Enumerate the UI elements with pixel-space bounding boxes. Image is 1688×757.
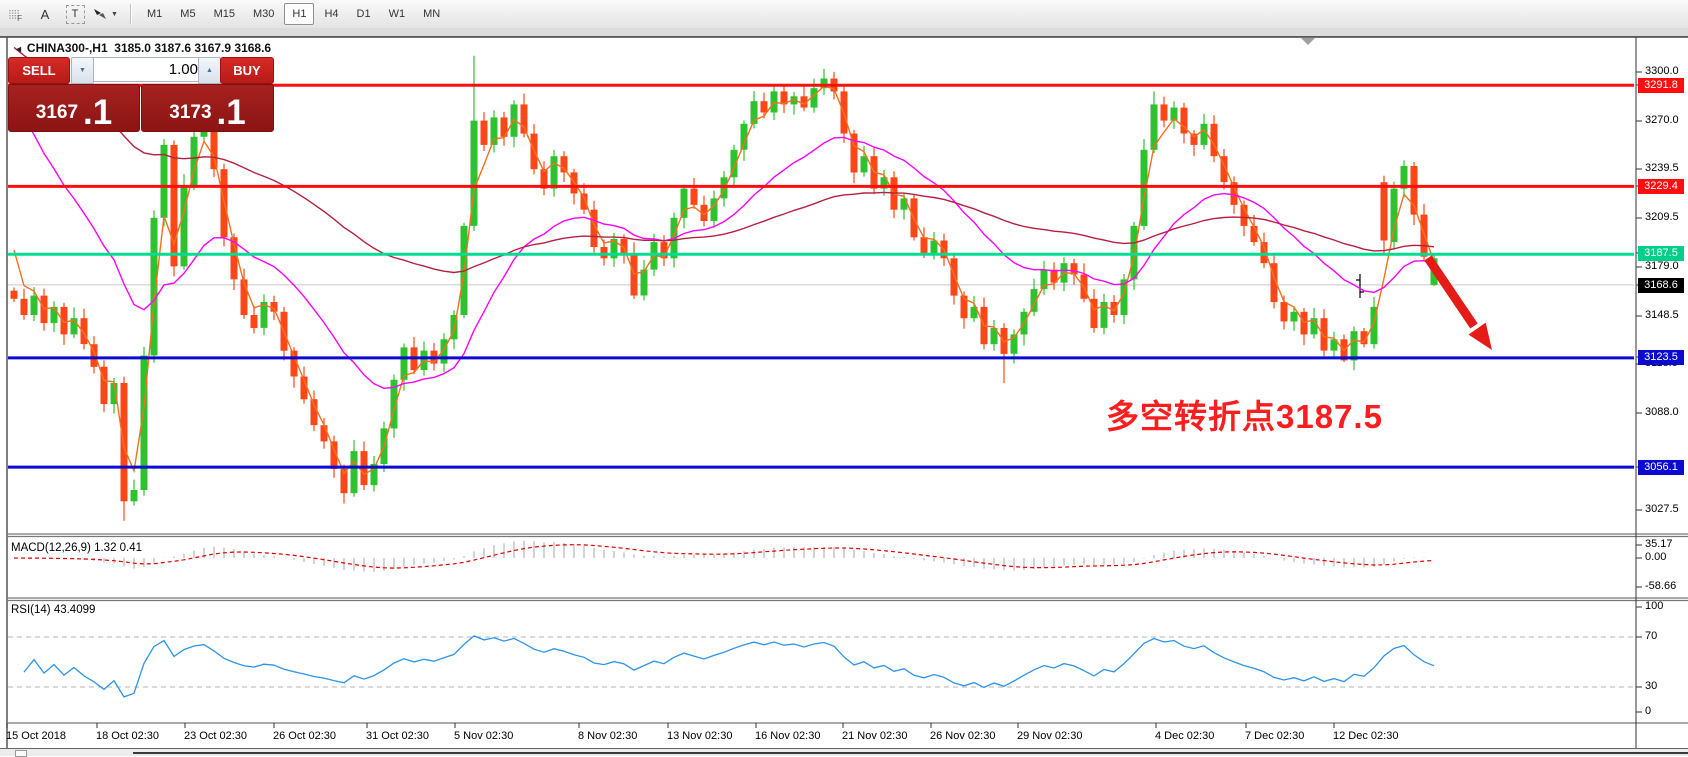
chart-shift-marker-icon[interactable]: [1301, 38, 1315, 45]
timeframe-button-M5[interactable]: M5: [180, 8, 196, 20]
timeframe-button-M15[interactable]: M15: [213, 8, 235, 20]
volume-decrease-button[interactable]: ▼: [71, 57, 94, 84]
ma-slow-line: [13, 46, 1435, 274]
timeframe-button-M1[interactable]: M1: [147, 8, 163, 20]
ma-medium-line: [13, 94, 1435, 390]
cursor-mode-icon[interactable]: ▼: [92, 3, 118, 25]
price-badge-3229.4: 3229.4: [1638, 178, 1684, 194]
toolbar-separator: [130, 4, 132, 24]
rsi-pane: [8, 635, 1634, 698]
time-axis-label: 26 Nov 02:30: [930, 730, 996, 742]
sell-price-fraction: .1: [83, 93, 113, 133]
toolbar-grid-f-icon[interactable]: ⣿⣿ F: [7, 9, 23, 23]
sell-price-main: 3167: [35, 102, 79, 123]
rsi-tick-label: 30: [1645, 680, 1658, 692]
price-badge-3187.5: 3187.5: [1638, 245, 1684, 261]
timeframe-button-D1[interactable]: D1: [356, 8, 371, 20]
time-axis-label: 5 Nov 02:30: [454, 730, 514, 742]
price-tick-label: 3088.0: [1645, 406, 1679, 418]
timeframe-button-H4[interactable]: H4: [324, 8, 339, 20]
buy-price[interactable]: 3173 .1: [141, 84, 274, 132]
pane-borders: [0, 36, 1688, 748]
macd-tick-label: -58.66: [1645, 580, 1677, 592]
docked-panel-edge: [133, 752, 1688, 754]
macd-pane: [13, 540, 1435, 572]
rsi-line: [23, 635, 1435, 698]
time-axis-label: 7 Dec 02:30: [1245, 730, 1305, 742]
price-tick-label: 3239.5: [1645, 162, 1679, 174]
price-badge-3168.6: 3168.6: [1638, 277, 1684, 293]
timeframe-button-MN[interactable]: MN: [423, 8, 441, 20]
axis-tick-marks: [6, 71, 1642, 728]
price-tick-label: 3270.0: [1645, 114, 1679, 126]
price-badge-3291.8: 3291.8: [1638, 77, 1684, 93]
macd-histogram: [23, 540, 1435, 572]
time-axis-label: 8 Nov 02:30: [578, 730, 638, 742]
chart-title: ◄ CHINA300-,H1 3185.0 3187.6 3167.9 3168.…: [14, 41, 271, 55]
time-axis-label: 29 Nov 02:30: [1017, 730, 1083, 742]
one-click-trading-panel: SELL ▼ 1.00 ▲ BUY 3167 .1 3173 .1: [8, 57, 274, 132]
volume-input[interactable]: 1.00: [93, 57, 205, 82]
time-axis-label: 4 Dec 02:30: [1155, 730, 1215, 742]
black-bar-marker: [1356, 274, 1364, 298]
text-box-icon[interactable]: T: [62, 3, 88, 25]
buy-button[interactable]: BUY: [220, 57, 274, 84]
ma-fast-line: [13, 85, 1435, 476]
text-label-icon[interactable]: A: [40, 6, 50, 22]
time-axis-label: 23 Oct 02:30: [184, 730, 247, 742]
macd-signal-line: [13, 544, 1435, 569]
timeframe-button-M30[interactable]: M30: [252, 8, 275, 20]
chart-annotation-text: 多空转折点3187.5: [1106, 398, 1383, 435]
cursor-arrows-glyph: [94, 9, 107, 19]
trend-arrow-object[interactable]: [1424, 255, 1492, 350]
main-chart-pane: [8, 38, 1634, 521]
price-badge-3056.1: 3056.1: [1638, 459, 1684, 475]
volume-increase-button[interactable]: ▲: [198, 57, 221, 84]
price-badge-3123.5: 3123.5: [1638, 349, 1684, 365]
buy-price-main: 3173: [169, 102, 212, 123]
chevron-down-icon: ▼: [111, 10, 118, 18]
sell-button[interactable]: SELL: [8, 57, 70, 84]
buy-price-fraction: .1: [216, 93, 246, 133]
price-tick-label: 3179.0: [1645, 260, 1679, 272]
object-select-arrow-icon: ◄: [14, 44, 23, 54]
time-axis-label: 15 Oct 2018: [6, 730, 66, 742]
time-axis-label: 21 Nov 02:30: [842, 730, 908, 742]
price-tick-label: 3027.5: [1645, 503, 1679, 515]
time-axis-label: 31 Oct 02:30: [366, 730, 429, 742]
macd-tick-label: 0.00: [1645, 551, 1667, 563]
timeframe-button-H1[interactable]: H1: [284, 3, 315, 25]
time-axis-label: 12 Dec 02:30: [1333, 730, 1399, 742]
macd-tick-label: 35.17: [1645, 538, 1673, 550]
price-tick-label: 3148.5: [1645, 309, 1679, 321]
rsi-tick-label: 0: [1645, 705, 1652, 717]
sell-price[interactable]: 3167 .1: [8, 84, 140, 132]
time-axis-label: 16 Nov 02:30: [755, 730, 821, 742]
chart-title-text: CHINA300-,H1 3185.0 3187.6 3167.9 3168.6: [26, 41, 272, 55]
price-tick-label: 3209.5: [1645, 211, 1679, 223]
price-tick-label: 3300.0: [1645, 65, 1679, 77]
time-axis-label: 26 Oct 02:30: [273, 730, 336, 742]
rsi-tick-label: 70: [1645, 630, 1658, 642]
macd-label: MACD(12,26,9) 1.32 0.41: [11, 542, 143, 554]
rsi-tick-label: 100: [1645, 600, 1664, 612]
horizontal-level-lines: [8, 83, 1634, 469]
rsi-label: RSI(14) 43.4099: [11, 604, 96, 616]
timeframe-button-W1[interactable]: W1: [388, 8, 406, 20]
time-axis-label: 18 Oct 02:30: [96, 730, 159, 742]
time-axis-label: 13 Nov 02:30: [667, 730, 733, 742]
timeframe-button-group: M1 M5 M15 M30 H1 H4 D1 W1 MN: [138, 3, 449, 25]
